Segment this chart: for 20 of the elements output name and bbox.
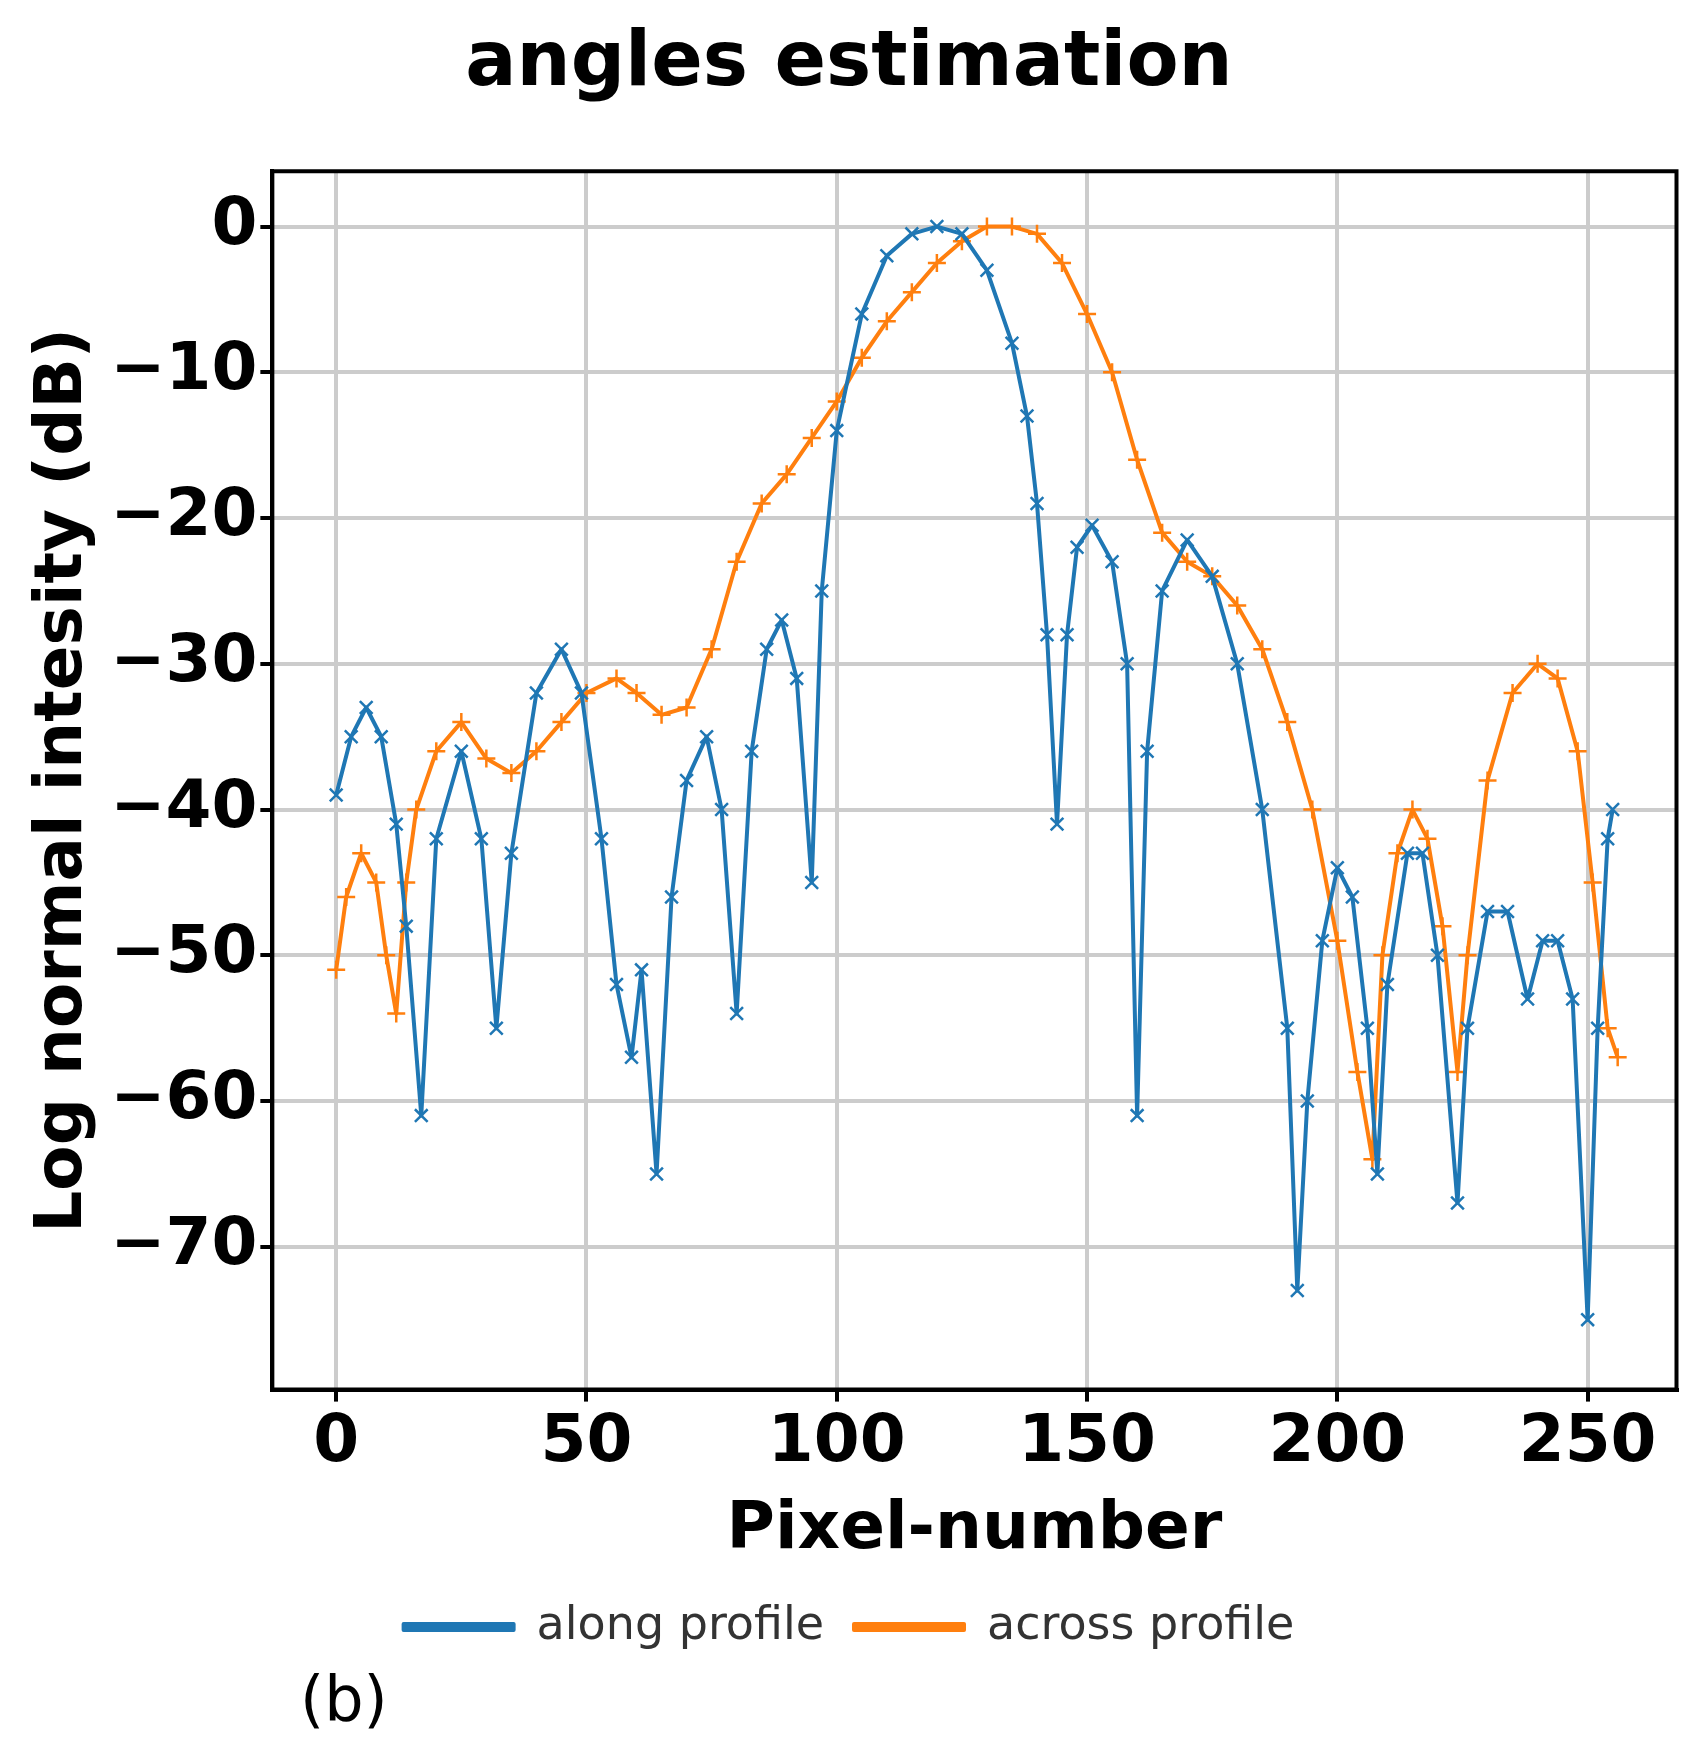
- chart-title: angles estimation: [465, 14, 1233, 104]
- y-tick-label: −70: [110, 1202, 258, 1280]
- y-tick-label: −30: [110, 619, 258, 697]
- y-tick-label: 0: [211, 182, 258, 260]
- x-tick-label: 100: [767, 1400, 906, 1478]
- y-tick-label: −10: [110, 328, 258, 406]
- y-tick-label: −40: [110, 765, 258, 843]
- text: (b): [300, 1662, 388, 1736]
- y-axis-title: Log normal intesity (dB): [19, 328, 97, 1233]
- x-tick-label: 150: [1018, 1400, 1156, 1478]
- x-tick-label: 250: [1518, 1400, 1657, 1478]
- legend-label: across profile: [987, 1595, 1295, 1650]
- y-tick-label: −50: [110, 911, 258, 989]
- y-tick-label: −20: [110, 474, 258, 552]
- x-tick-label: 50: [540, 1400, 633, 1478]
- x-tick-label: 0: [313, 1400, 360, 1478]
- y-tick-label: −60: [110, 1057, 258, 1135]
- x-axis-title: Pixel-number: [726, 1486, 1223, 1564]
- legend-label: along profile: [536, 1595, 825, 1650]
- x-tick-label: 200: [1268, 1400, 1407, 1478]
